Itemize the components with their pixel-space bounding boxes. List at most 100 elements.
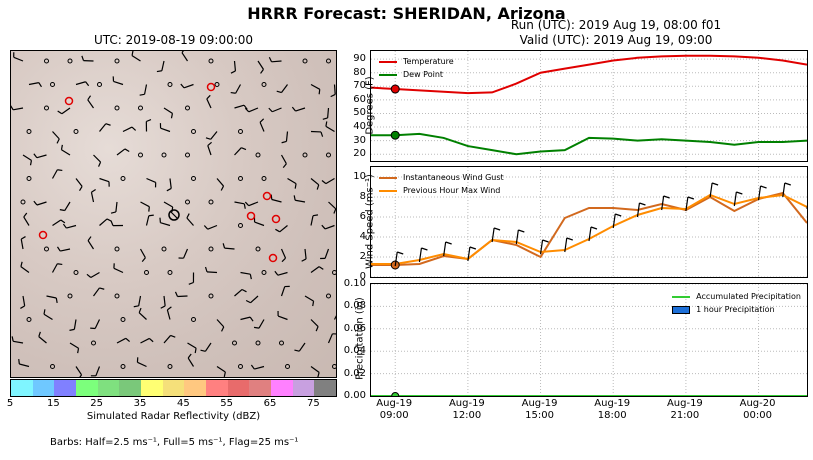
wind-barb-flag: [43, 309, 46, 315]
wind-barb-flag: [110, 220, 114, 226]
calm-marker: [44, 58, 49, 64]
wind-barb-flag: [141, 257, 146, 262]
wind-barb-flag: [760, 185, 767, 189]
wind-barb-flag: [784, 182, 791, 186]
wind-barb: [138, 312, 147, 320]
sheridan-location: [168, 209, 180, 221]
colorbar-tick-label: 15: [46, 398, 60, 409]
colorbar-segment: [76, 380, 98, 396]
calm-marker: [67, 58, 73, 64]
wind-barb-flag: [333, 208, 336, 214]
wind-barb: [140, 337, 150, 344]
colorbar-tick-label: 5: [6, 398, 14, 409]
wind-barb: [277, 271, 288, 276]
wind-ylabel: Wind Speed (ms⁻¹): [364, 174, 376, 269]
wind-barb-flag: [156, 70, 162, 73]
y-tick-label: 0.08: [343, 300, 366, 312]
calm-marker: [326, 293, 331, 299]
wind-barb-flag: [320, 131, 324, 137]
wind-barb: [13, 56, 24, 62]
colorbar-segment: [141, 380, 163, 396]
wind-barb: [782, 182, 786, 198]
wind-barb: [61, 149, 71, 156]
colorbar-tick-label: 75: [306, 398, 320, 409]
x-tick-time: 09:00: [379, 410, 409, 421]
wind-barb: [248, 107, 259, 113]
wind-barb: [64, 201, 71, 211]
colorbar-tick-label: 55: [220, 398, 234, 409]
legend-gust: Instantaneous Wind Gust: [403, 173, 504, 182]
wind-barb-flag: [85, 81, 90, 87]
temperature-ylabel: Degrees (F): [364, 76, 376, 135]
legend-swatch-temperature: [379, 60, 397, 63]
calm-marker: [26, 129, 32, 134]
wind-barb-flag: [312, 301, 315, 307]
calm-marker: [208, 58, 214, 64]
wind-barb-flag: [270, 194, 273, 200]
wind-barb-flag: [205, 137, 211, 140]
wind-barb: [257, 60, 264, 70]
wind-barb: [160, 127, 171, 133]
wind-barb-flag: [244, 107, 250, 113]
wind-barb-flag: [148, 206, 150, 212]
wind-barb-flag: [207, 141, 212, 146]
calm-marker: [97, 82, 102, 87]
wind-barb: [216, 319, 225, 328]
wind-plot: [371, 167, 807, 277]
wind-barb: [254, 365, 265, 370]
x-tick-time: 00:00: [743, 410, 772, 421]
calm-marker: [255, 246, 261, 252]
wind-barb: [13, 340, 24, 344]
wind-barb-flag: [293, 195, 296, 201]
legend-maxwind: Previous Hour Max Wind: [403, 186, 501, 195]
calm-marker: [255, 340, 261, 346]
calm-marker: [91, 340, 96, 346]
wind-barb: [90, 271, 100, 278]
wind-barb-flag: [38, 331, 41, 337]
colorbar-segment: [206, 380, 228, 396]
wind-barb-flag: [301, 258, 307, 262]
wind-barb: [38, 336, 47, 344]
wind-barb-flag: [160, 305, 166, 309]
y-tick-label: 80: [353, 66, 366, 78]
wind-barb: [612, 213, 616, 229]
wind-barb: [122, 126, 133, 133]
wind-barb-flag: [615, 213, 622, 217]
wind-barb-flag: [146, 119, 152, 123]
wind-barb: [327, 333, 333, 344]
wind-barb-flag: [148, 337, 154, 343]
wind-barb: [69, 342, 79, 349]
legend-swatch-hourly: [672, 305, 691, 314]
wind-barb-flag: [139, 93, 145, 96]
calm-marker: [332, 364, 336, 369]
wind-barb: [757, 185, 762, 201]
calm-marker: [185, 152, 190, 158]
wind-barb: [240, 271, 251, 275]
wind-barb-flag: [317, 372, 320, 377]
calm-marker: [208, 199, 214, 205]
barbs-note: Barbs: Half=2.5 ms⁻¹, Full=5 ms⁻¹, Flag=…: [50, 437, 299, 448]
colorbar-segment: [32, 380, 55, 396]
wind-barb-flag: [174, 291, 179, 297]
map-title: UTC: 2019-08-19 09:00:00: [93, 33, 254, 47]
wind-barb-flag: [318, 266, 324, 270]
wind-barb: [333, 84, 336, 95]
wind-barb: [233, 60, 237, 72]
wind-barb: [515, 229, 519, 245]
calm-marker: [238, 364, 243, 369]
wind-barb: [272, 107, 282, 113]
temperature-panel: Temperature Dew Point: [370, 50, 808, 162]
temperature-plot: [371, 51, 807, 161]
wind-barb: [287, 177, 297, 185]
wind-barb-flag: [57, 263, 63, 266]
wind-barb-flag: [223, 371, 226, 377]
wind-barb: [116, 148, 126, 156]
colorbar-segment: [162, 380, 185, 396]
wind-barb-flag: [91, 188, 96, 193]
calm-marker: [120, 176, 126, 181]
wind-barb-flag: [243, 104, 248, 110]
calm-marker: [26, 317, 32, 322]
colorbar-segment: [292, 380, 315, 396]
wind-barb-flag: [181, 51, 184, 53]
wind-barb: [163, 107, 173, 114]
